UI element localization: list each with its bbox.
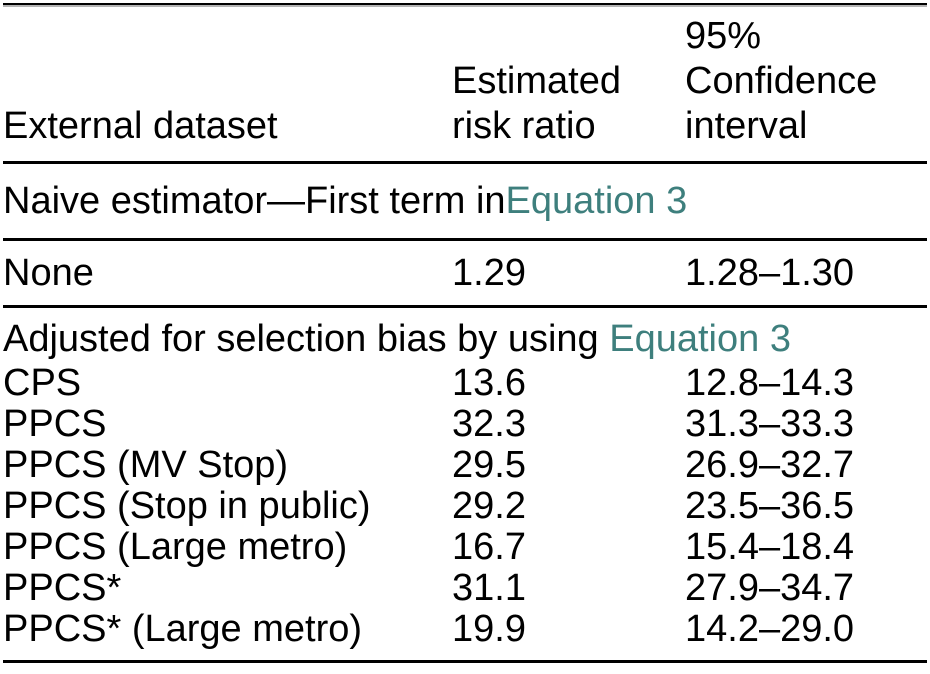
dataset-cell: PPCS (MV Stop): [3, 444, 289, 486]
table-row: PPCS* 31.1 27.9–34.7: [3, 568, 927, 609]
dataset-cell: PPCS (Stop in public): [3, 485, 371, 527]
risk-ratio-cell: 16.7: [452, 526, 526, 568]
column-header-confidence-interval: 95% Confidence interval: [685, 14, 927, 149]
dataset-cell: CPS: [3, 362, 82, 404]
confidence-interval-cell: 27.9–34.7: [685, 567, 855, 609]
confidence-interval-cell: 23.5–36.5: [685, 485, 855, 527]
equation-3-link[interactable]: Equation 3: [609, 318, 791, 360]
column-header-line: Confidence: [685, 60, 878, 102]
column-header-line: interval: [685, 105, 808, 147]
confidence-interval-cell: 1.28–1.30: [685, 251, 855, 294]
top-rule: [3, 3, 927, 7]
table-row: PPCS 32.3 31.3–33.3: [3, 404, 927, 445]
risk-ratio-cell: 31.1: [452, 567, 526, 609]
dataset-cell: PPCS: [3, 403, 107, 445]
confidence-interval-cell: 31.3–33.3: [685, 403, 855, 445]
section-title-naive-estimator: Naive estimator—First term in Equation 3: [3, 164, 927, 238]
table-row: None 1.29 1.28–1.30: [3, 241, 927, 305]
dataset-cell: PPCS (Large metro): [3, 526, 348, 568]
dataset-cell: None: [3, 251, 94, 294]
column-header-estimated-risk-ratio: Estimated risk ratio: [452, 59, 685, 149]
bottom-rule: [3, 660, 927, 663]
section-adjusted: Adjusted for selection bias by using Equ…: [3, 308, 927, 660]
column-header-label: External dataset: [3, 105, 278, 147]
dataset-cell: PPCS*: [3, 567, 122, 609]
risk-ratio-cell: 29.2: [452, 485, 526, 527]
section-title-adjusted: Adjusted for selection bias by using Equ…: [3, 316, 927, 363]
results-table: External dataset Estimated risk ratio 95…: [3, 3, 927, 663]
table-header-row: External dataset Estimated risk ratio 95…: [3, 7, 927, 161]
table-row: PPCS (Large metro) 16.7 15.4–18.4: [3, 527, 927, 568]
column-header-line: 95%: [685, 15, 762, 57]
column-header-external-dataset: External dataset: [3, 104, 452, 149]
table-row: PPCS (Stop in public) 29.2 23.5–36.5: [3, 486, 927, 527]
equation-3-link[interactable]: Equation 3: [505, 179, 688, 222]
confidence-interval-cell: 12.8–14.3: [685, 362, 855, 404]
table-row: PPCS (MV Stop) 29.5 26.9–32.7: [3, 445, 927, 486]
risk-ratio-cell: 32.3: [452, 403, 526, 445]
section-rule: [3, 305, 927, 308]
section-title-text: Adjusted for selection bias by using: [3, 318, 610, 360]
confidence-interval-cell: 15.4–18.4: [685, 526, 855, 568]
risk-ratio-cell: 29.5: [452, 444, 526, 486]
confidence-interval-cell: 14.2–29.0: [685, 608, 855, 650]
column-header-line: risk ratio: [452, 105, 596, 147]
table-row: PPCS* (Large metro) 19.9 14.2–29.0: [3, 609, 927, 650]
column-header-line: Estimated: [452, 60, 621, 102]
risk-ratio-cell: 13.6: [452, 362, 526, 404]
section-title-text: Naive estimator—First term in: [3, 179, 506, 222]
risk-ratio-cell: 19.9: [452, 608, 526, 650]
risk-ratio-cell: 1.29: [452, 251, 526, 294]
confidence-interval-cell: 26.9–32.7: [685, 444, 855, 486]
section-rule: [3, 238, 927, 241]
table-row: CPS 13.6 12.8–14.3: [3, 363, 927, 404]
header-rule: [3, 161, 927, 164]
dataset-cell: PPCS* (Large metro): [3, 608, 363, 650]
